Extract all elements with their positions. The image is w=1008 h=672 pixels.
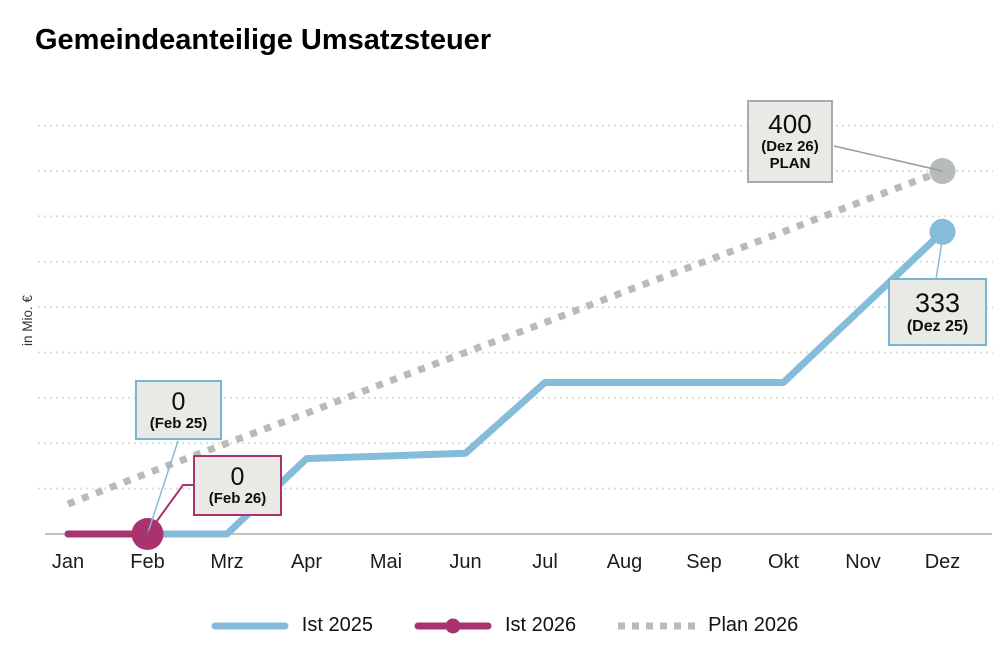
annotation-value: 400 bbox=[768, 109, 812, 140]
annotation-value: 0 bbox=[230, 463, 245, 492]
leader-feb26 bbox=[146, 484, 194, 535]
legend-label: Ist 2026 bbox=[504, 614, 577, 636]
line-swatch-ist-2025-icon bbox=[211, 622, 289, 629]
x-axis-label-feb: Feb bbox=[130, 551, 165, 573]
leader-dez26-plan bbox=[833, 145, 943, 172]
legend-item-ist-2025: Ist 2025 bbox=[210, 614, 373, 637]
annotation-label: (Feb 26) bbox=[208, 490, 267, 508]
x-axis-label-mrz: Mrz bbox=[210, 551, 244, 573]
marker-ist2025-dez25 bbox=[929, 218, 956, 245]
line-ist-2025 bbox=[64, 228, 946, 538]
legend: Ist 2025 Ist 2026 Plan 2026 bbox=[0, 614, 1008, 637]
legend-label: Plan 2026 bbox=[708, 614, 799, 636]
x-axis-label-jun: Jun bbox=[449, 551, 482, 573]
annotation-label: (Feb 25) bbox=[149, 414, 208, 432]
x-axis-label-okt: Okt bbox=[767, 551, 800, 573]
leader-feb25 bbox=[146, 440, 179, 535]
annotation-dez26-plan: 400 (Dez 26) PLAN bbox=[747, 100, 833, 183]
dotted-swatch-plan-2026-icon bbox=[618, 622, 697, 629]
chart-title: Gemeindeanteilige Umsatzsteuer bbox=[35, 24, 492, 56]
annotation-value: 0 bbox=[171, 387, 186, 416]
x-axis-label-aug: Aug bbox=[606, 551, 643, 573]
line-plan-2026 bbox=[66, 167, 944, 508]
leader-dez25 bbox=[935, 244, 943, 280]
legend-item-plan-2026: Plan 2026 bbox=[616, 614, 798, 637]
x-axis-label-sep: Sep bbox=[686, 551, 722, 573]
annotation-feb25: 0 (Feb 25) bbox=[135, 380, 222, 440]
x-axis-label-jul: Jul bbox=[532, 551, 558, 573]
x-axis-label-mai: Mai bbox=[369, 551, 403, 573]
annotation-label: (Dez 25) bbox=[906, 318, 969, 336]
line-dot-swatch-ist-2026-icon bbox=[414, 618, 492, 633]
annotation-sublabel: PLAN bbox=[769, 155, 811, 173]
annotation-dez25: 333 (Dez 25) bbox=[888, 278, 987, 346]
x-axis-label-apr: Apr bbox=[290, 551, 323, 573]
annotation-value: 333 bbox=[914, 287, 961, 318]
legend-label: Ist 2025 bbox=[301, 614, 373, 636]
annotation-label: (Dez 26) bbox=[761, 138, 819, 156]
x-axis-label-dez: Dez bbox=[924, 551, 961, 573]
legend-item-ist-2026: Ist 2026 bbox=[413, 614, 576, 637]
x-axis-label-jan: Jan bbox=[51, 551, 85, 573]
x-axis-label-nov: Nov bbox=[845, 551, 881, 573]
annotation-feb26: 0 (Feb 26) bbox=[193, 455, 282, 516]
